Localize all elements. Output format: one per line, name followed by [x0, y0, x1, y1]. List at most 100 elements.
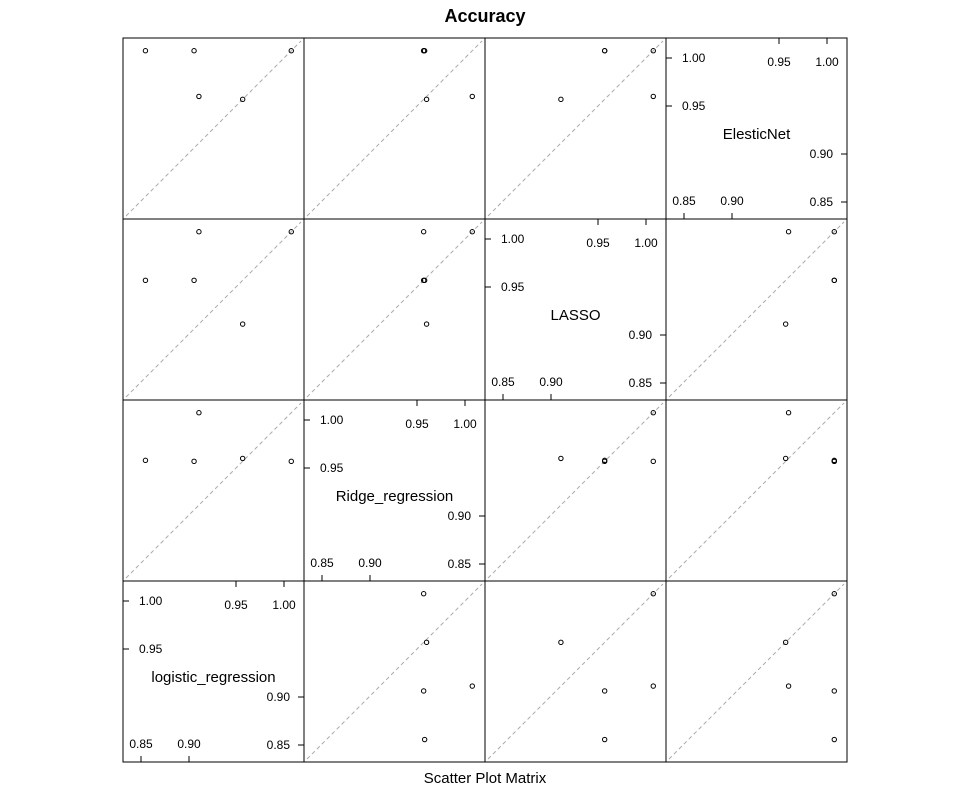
tick-label: 0.95 [586, 236, 610, 250]
tick-label: 0.85 [267, 738, 291, 752]
reference-line [125, 40, 302, 217]
data-point [831, 688, 837, 694]
tick-label: 0.90 [629, 328, 653, 342]
tick-label: 0.95 [767, 55, 791, 69]
data-point [650, 591, 656, 597]
tick-label: 1.00 [453, 417, 477, 431]
data-point [469, 93, 475, 100]
data-point [650, 458, 656, 465]
tick-label: 0.95 [405, 417, 429, 431]
data-point [421, 736, 428, 743]
tick-label: 0.85 [448, 557, 472, 571]
tick-label: 0.90 [267, 690, 291, 704]
reference-line [306, 583, 483, 760]
data-point [831, 229, 837, 235]
reference-line [306, 221, 483, 398]
tick-label: 0.95 [320, 461, 344, 475]
data-point [239, 321, 246, 327]
data-point [423, 96, 430, 103]
reference-line [487, 402, 664, 579]
data-point [601, 48, 608, 54]
data-point [785, 683, 792, 689]
data-point [601, 736, 608, 743]
tick-label: 0.95 [501, 280, 525, 294]
data-point [423, 321, 430, 327]
data-point [421, 48, 428, 54]
tick-label: 0.90 [720, 194, 744, 208]
data-point [288, 458, 294, 465]
data-point [421, 277, 428, 284]
data-point [601, 457, 608, 464]
data-point [196, 410, 202, 416]
x-axis-label: Scatter Plot Matrix [424, 770, 547, 787]
tick-label: 1.00 [272, 598, 296, 612]
reference-line [668, 402, 845, 579]
tick-label: 0.85 [129, 737, 153, 751]
tick-label: 0.90 [177, 737, 201, 751]
tick-label: 0.85 [310, 556, 334, 570]
tick-label: 0.95 [224, 598, 248, 612]
data-point [142, 277, 149, 284]
data-point [785, 410, 792, 416]
data-point [785, 229, 792, 235]
data-point [558, 96, 564, 103]
data-point [601, 688, 608, 694]
data-point [288, 48, 294, 54]
data-point [831, 736, 837, 743]
diagonal-variable-name: LASSO [550, 307, 600, 324]
reference-line [668, 583, 845, 760]
data-point [142, 48, 149, 54]
diagonal-variable-name: ElesticNet [723, 126, 791, 143]
tick-label: 1.00 [320, 413, 344, 427]
data-point [831, 591, 837, 597]
data-point [558, 639, 564, 646]
tick-label: 1.00 [815, 55, 839, 69]
data-point [196, 93, 202, 100]
data-point [420, 591, 427, 597]
data-point [191, 277, 197, 284]
tick-label: 0.85 [491, 375, 515, 389]
data-point [191, 48, 197, 54]
panels-group: ElesticNet 1.00 0.95 0.95 1.00 0.85 0.90 0.90 0.… [122, 37, 848, 763]
data-point [423, 639, 430, 646]
tick-label: 0.90 [810, 147, 834, 161]
data-point [782, 455, 789, 462]
tick-label: 0.90 [448, 509, 472, 523]
diagonal-variable-name: logistic_regression [151, 669, 275, 686]
data-point [420, 688, 427, 694]
data-point [782, 321, 789, 327]
data-point [191, 458, 197, 465]
tick-label: 0.95 [682, 99, 706, 113]
tick-label: 0.95 [139, 642, 163, 656]
reference-line [487, 40, 664, 217]
panel-border [665, 580, 848, 763]
data-point [142, 457, 149, 464]
data-point [420, 229, 427, 235]
reference-line [125, 221, 302, 398]
data-point [650, 683, 656, 689]
reference-line [668, 221, 845, 398]
tick-label: 0.90 [358, 556, 382, 570]
tick-label: 0.90 [539, 375, 563, 389]
tick-label: 1.00 [501, 232, 525, 246]
reference-line [306, 40, 483, 217]
data-point [650, 410, 656, 416]
data-point [650, 48, 656, 54]
data-point [782, 639, 789, 646]
data-point [831, 457, 837, 464]
tick-label: 1.00 [634, 236, 658, 250]
data-point [239, 96, 246, 103]
data-point [239, 455, 246, 462]
tick-label: 0.85 [672, 194, 696, 208]
data-point [650, 93, 656, 100]
data-point [288, 229, 294, 235]
tick-label: 1.00 [682, 51, 706, 65]
data-point [196, 229, 202, 235]
tick-label: 0.85 [810, 195, 834, 209]
data-point [469, 683, 475, 689]
tick-label: 0.85 [629, 376, 653, 390]
data-point [469, 229, 475, 235]
data-point [558, 455, 564, 462]
data-point [831, 277, 837, 284]
